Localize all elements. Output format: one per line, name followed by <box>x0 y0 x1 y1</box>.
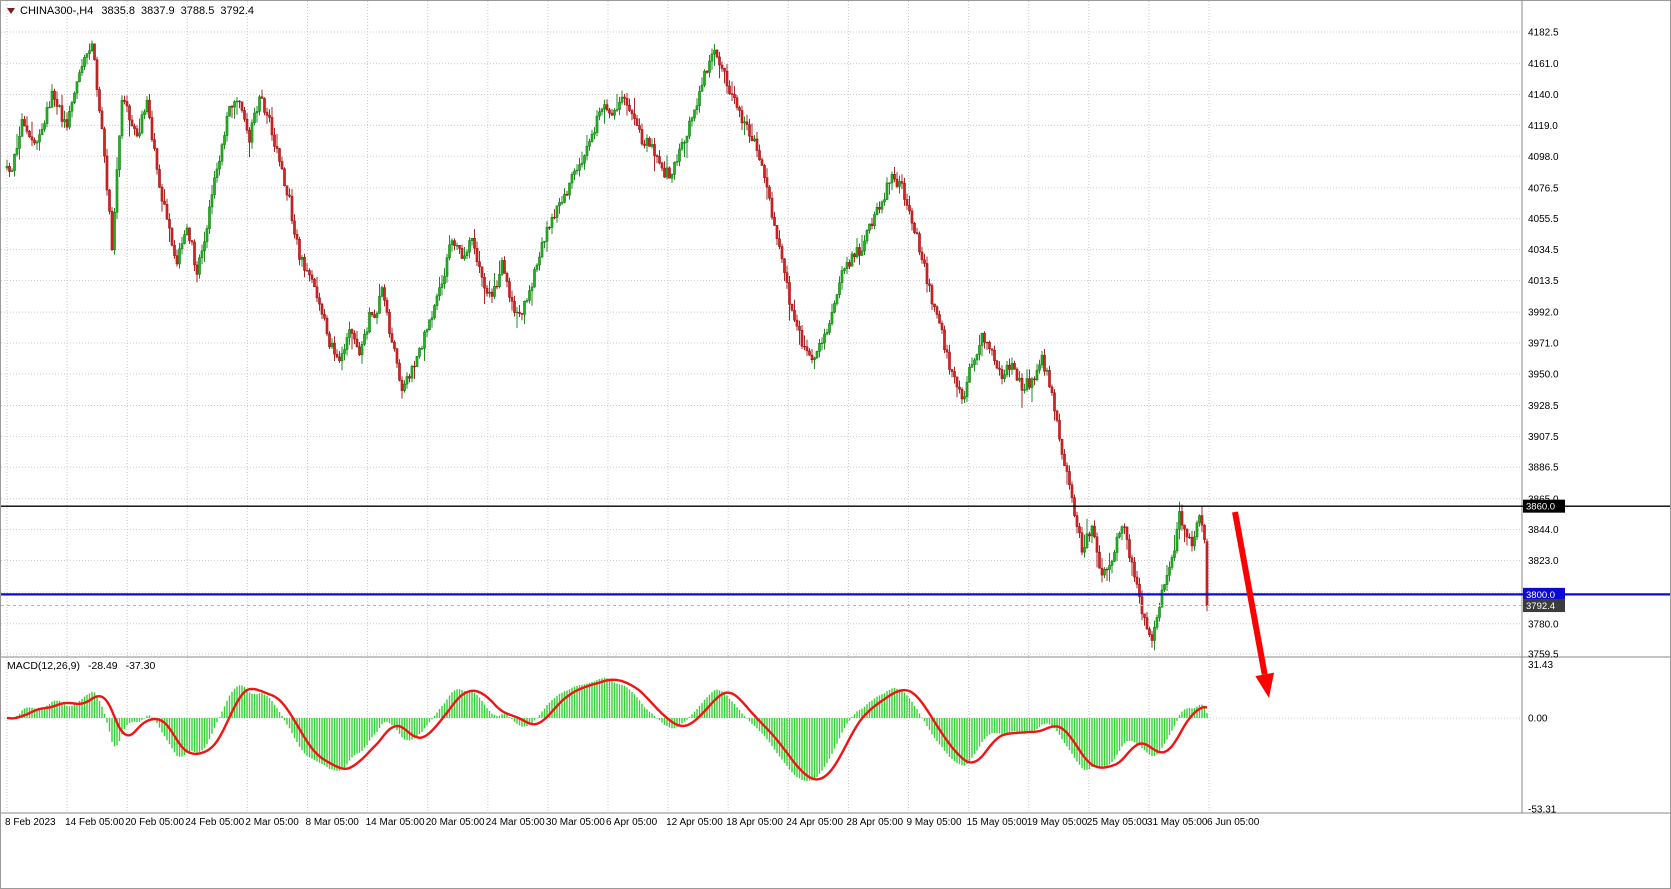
svg-text:2 Mar 05:00: 2 Mar 05:00 <box>245 817 299 828</box>
svg-text:18 Apr 05:00: 18 Apr 05:00 <box>726 817 783 828</box>
macd-signal-line <box>6 678 1208 781</box>
svg-text:3800.0: 3800.0 <box>1526 590 1555 601</box>
price-badge-3860.0: 3860.0 <box>1523 499 1565 513</box>
svg-text:4098.0: 4098.0 <box>1528 152 1559 163</box>
svg-text:4055.5: 4055.5 <box>1528 214 1559 225</box>
svg-text:4013.5: 4013.5 <box>1528 276 1559 287</box>
svg-text:8 Mar 05:00: 8 Mar 05:00 <box>306 817 360 828</box>
macd-main-value: -28.49 <box>87 660 118 672</box>
time-axis-area[interactable] <box>1 814 1671 889</box>
svg-text:14 Feb 05:00: 14 Feb 05:00 <box>65 817 124 828</box>
svg-text:14 Mar 05:00: 14 Mar 05:00 <box>366 817 425 828</box>
symbol-header: CHINA300-,H4 3835.8 3837.9 3788.5 3792.4 <box>7 5 260 17</box>
svg-text:6 Jun 05:00: 6 Jun 05:00 <box>1207 817 1260 828</box>
current-price-badge: 3792.4 <box>1523 599 1565 613</box>
svg-text:30 Mar 05:00: 30 Mar 05:00 <box>546 817 605 828</box>
svg-text:3792.4: 3792.4 <box>1526 601 1555 612</box>
grid-layer <box>1 1 1522 812</box>
macd-name: MACD(12,26,9) <box>7 660 80 672</box>
svg-text:28 Apr 05:00: 28 Apr 05:00 <box>846 817 903 828</box>
svg-text:3971.0: 3971.0 <box>1528 338 1559 349</box>
svg-text:4182.5: 4182.5 <box>1528 28 1559 39</box>
price-axis-area[interactable] <box>1523 1 1671 813</box>
symbol-dropdown-icon[interactable] <box>7 8 15 14</box>
price-axis-labels: 4182.5 4161.0 4140.0 4119.0 4098.0 4076.5 4055… <box>1528 28 1559 661</box>
svg-text:3992.0: 3992.0 <box>1528 308 1559 319</box>
level-lines-layer <box>1 505 1670 596</box>
svg-text:4076.5: 4076.5 <box>1528 183 1559 194</box>
svg-text:24 Mar 05:00: 24 Mar 05:00 <box>486 817 545 828</box>
svg-text:19 May 05:00: 19 May 05:00 <box>1027 817 1088 828</box>
svg-text:9 May 05:00: 9 May 05:00 <box>907 817 962 828</box>
svg-text:4161.0: 4161.0 <box>1528 59 1559 70</box>
macd-signal-value: -37.30 <box>125 660 156 672</box>
time-axis-labels: 8 Feb 2023 14 Feb 05:00 20 Feb 05:00 24 Feb… <box>5 817 1260 828</box>
svg-text:8 Feb 2023: 8 Feb 2023 <box>5 817 56 828</box>
svg-text:3860.0: 3860.0 <box>1526 502 1555 513</box>
svg-text:20 Mar 05:00: 20 Mar 05:00 <box>426 817 485 828</box>
svg-text:25 May 05:00: 25 May 05:00 <box>1087 817 1148 828</box>
svg-text:6 Apr 05:00: 6 Apr 05:00 <box>606 817 658 828</box>
svg-text:4119.0: 4119.0 <box>1528 121 1558 132</box>
macd-indicator-label: MACD(12,26,9) -28.49 -37.30 <box>7 660 160 672</box>
svg-text:3780.0: 3780.0 <box>1528 619 1559 630</box>
svg-text:12 Apr 05:00: 12 Apr 05:00 <box>666 817 723 828</box>
macd-axis-labels: 31.43 0.00 -53.31 <box>1528 660 1557 815</box>
svg-text:31 May 05:00: 31 May 05:00 <box>1147 817 1208 828</box>
svg-text:-53.31: -53.31 <box>1528 804 1557 815</box>
annotation-arrow[interactable] <box>1232 511 1275 698</box>
svg-text:20 Feb 05:00: 20 Feb 05:00 <box>125 817 184 828</box>
bar-close-value: 3792.4 <box>220 5 254 17</box>
svg-text:3950.0: 3950.0 <box>1528 369 1559 380</box>
candles-layer <box>5 40 1209 651</box>
svg-text:0.00: 0.00 <box>1528 713 1548 724</box>
svg-text:3844.0: 3844.0 <box>1528 525 1559 536</box>
bar-high-value: 3837.9 <box>141 5 175 17</box>
svg-text:3823.0: 3823.0 <box>1528 556 1559 567</box>
svg-text:24 Apr 05:00: 24 Apr 05:00 <box>786 817 843 828</box>
svg-text:3907.5: 3907.5 <box>1528 432 1559 443</box>
svg-text:4140.0: 4140.0 <box>1528 90 1559 101</box>
svg-text:15 May 05:00: 15 May 05:00 <box>967 817 1028 828</box>
symbol-title: CHINA300-,H4 <box>20 5 94 17</box>
svg-text:3759.5: 3759.5 <box>1528 649 1559 660</box>
svg-text:4034.5: 4034.5 <box>1528 245 1559 256</box>
svg-text:3886.5: 3886.5 <box>1528 463 1559 474</box>
svg-text:24 Feb 05:00: 24 Feb 05:00 <box>185 817 244 828</box>
svg-text:3928.5: 3928.5 <box>1528 401 1559 412</box>
price-badge-3800.0: 3800.0 <box>1523 587 1565 601</box>
bar-open-value: 3835.8 <box>101 5 136 17</box>
svg-text:31.43: 31.43 <box>1528 660 1553 671</box>
bar-low-value: 3788.5 <box>180 5 215 17</box>
